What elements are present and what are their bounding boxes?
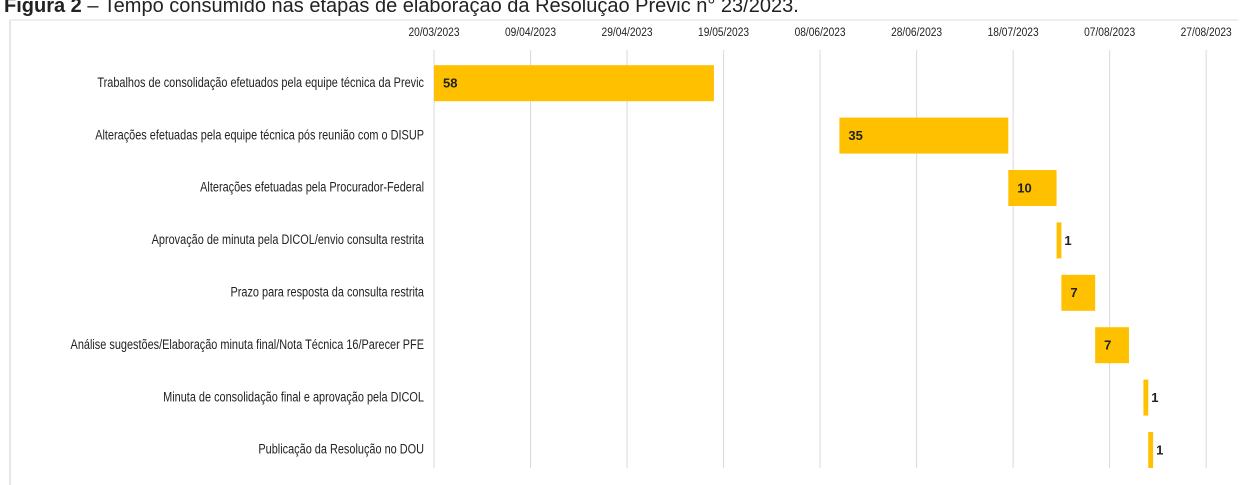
- chart-title: Figura 2 – Tempo consumido nas etapas de…: [4, 0, 799, 17]
- bar: [1143, 379, 1149, 416]
- category-label: Aprovação de minuta pela DICOL/envio con…: [152, 232, 424, 248]
- figure-label: Figura 2: [4, 0, 82, 17]
- data-label: 1: [1151, 390, 1158, 405]
- x-tick-label: 28/06/2023: [891, 26, 942, 39]
- data-label: 1: [1156, 442, 1163, 457]
- category-label: Alterações efetuadas pela Procurador-Fed…: [200, 179, 424, 195]
- grid: 20/03/2023 09/04/2023 29/04/2023 19/05/2023…: [408, 26, 1232, 468]
- bar: [1095, 327, 1129, 364]
- category-label: Análise sugestões/Elaboração minuta fina…: [71, 337, 424, 353]
- category-label: Alterações efetuadas pela equipe técnica…: [95, 127, 424, 143]
- x-tick-label: 07/08/2023: [1084, 26, 1135, 39]
- data-label: 35: [848, 128, 862, 143]
- data-label: 58: [443, 76, 457, 91]
- x-tick-label: 27/08/2023: [1181, 26, 1232, 39]
- bar: [839, 117, 1009, 154]
- x-tick-label: 08/06/2023: [795, 26, 846, 39]
- category-label: Trabalhos de consolidação efetuados pela…: [97, 75, 424, 91]
- bar: [1008, 170, 1057, 206]
- bar: [1061, 274, 1096, 311]
- bars: 58 35 10 1 7 7 1 1: [434, 65, 1163, 468]
- category-labels: Trabalhos de consolidação efetuados pela…: [71, 75, 424, 457]
- data-label: 1: [1064, 233, 1071, 248]
- x-tick-label: 18/07/2023: [988, 26, 1039, 39]
- title-text: – Tempo consumido nas etapas de elaboraç…: [82, 0, 799, 17]
- data-label: 7: [1070, 285, 1077, 300]
- category-label: Minuta de consolidação final e aprovação…: [163, 389, 424, 405]
- data-label: 10: [1017, 180, 1031, 195]
- bar: [1056, 222, 1062, 259]
- category-label: Publicação da Resolução no DOU: [258, 441, 424, 457]
- category-label: Prazo para resposta da consulta restrita: [230, 284, 424, 300]
- x-tick-label: 19/05/2023: [698, 26, 749, 39]
- x-tick-label: 09/04/2023: [505, 26, 556, 39]
- bar: [434, 65, 714, 102]
- bar: [1148, 432, 1154, 468]
- x-tick-label: 20/03/2023: [408, 26, 459, 39]
- x-tick-label: 29/04/2023: [602, 26, 653, 39]
- data-label: 7: [1104, 338, 1111, 353]
